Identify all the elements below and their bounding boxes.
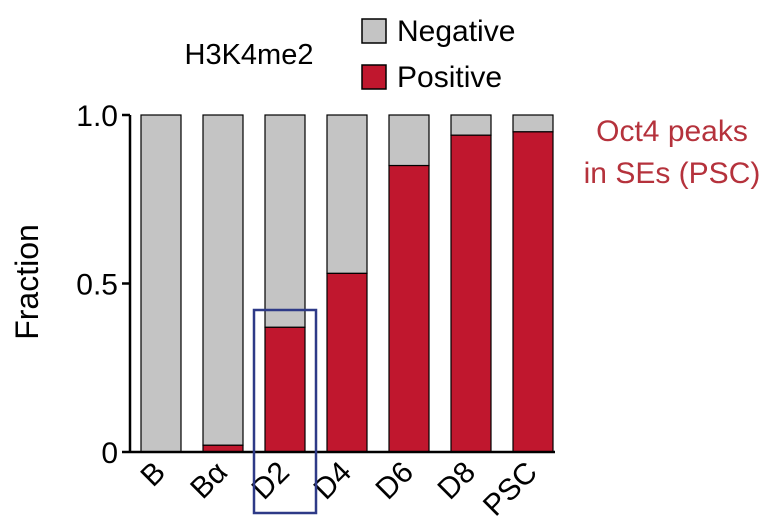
x-tick-label: PSC (477, 456, 544, 523)
y-axis-label: Fraction (9, 224, 45, 340)
x-tick-label: D8 (431, 456, 481, 506)
y-ticks-layer: 0 0.5 1.0 (76, 100, 130, 470)
legend-label-positive: Positive (397, 61, 502, 94)
y-tick-label: 0.5 (76, 269, 118, 302)
bar-positive-2 (264, 326, 306, 453)
bar-negative-5 (450, 114, 492, 136)
chart-title: H3K4me2 (185, 39, 314, 71)
x-tick-label: B (134, 456, 171, 493)
bars-layer (140, 114, 554, 453)
annotation-line: Oct4 peaks (596, 115, 748, 148)
bar-negative-1 (202, 114, 244, 446)
annotation-oct4: Oct4 peaks in SEs (PSC) (584, 115, 761, 190)
bar-negative-4 (388, 114, 430, 167)
y-tick-label: 0 (101, 437, 118, 470)
bar-negative-3 (326, 114, 368, 274)
x-tick-label: D6 (369, 456, 419, 506)
bar-negative-2 (264, 114, 306, 328)
x-tick-label: Bα (184, 456, 234, 506)
legend-swatch-negative (361, 18, 387, 44)
bar-positive-4 (388, 164, 430, 453)
legend-label-negative: Negative (397, 15, 515, 48)
y-tick-label: 1.0 (76, 100, 118, 133)
bar-negative-0 (140, 114, 182, 453)
bar-positive-6 (512, 131, 554, 453)
legend: Negative Positive (361, 15, 515, 94)
legend-swatch-positive (361, 64, 387, 90)
bar-positive-3 (326, 272, 368, 453)
bar-negative-6 (512, 114, 554, 133)
annotation-line: in SEs (PSC) (584, 157, 761, 190)
highlight-box-d2 (252, 308, 318, 515)
bar-positive-5 (450, 134, 492, 453)
